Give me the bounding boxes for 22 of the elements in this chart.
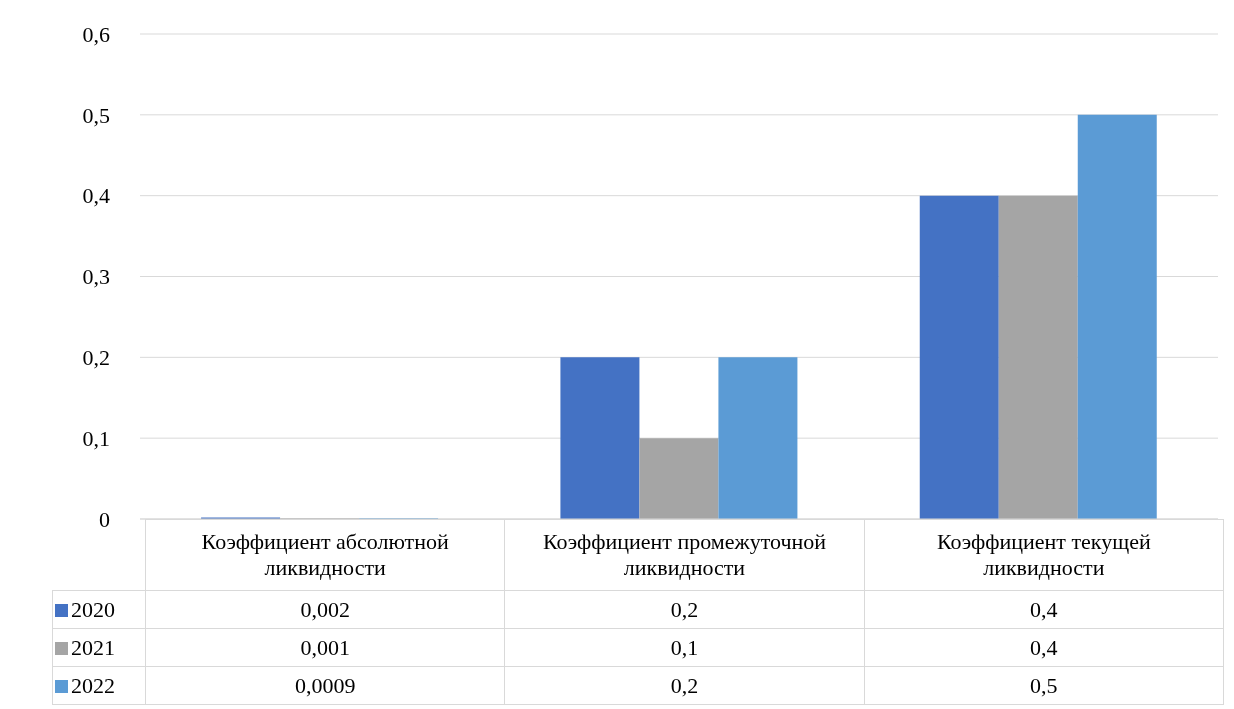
y-tick-label: 0,5	[82, 102, 110, 128]
data-label: 0,2	[504, 590, 865, 629]
legend-label: 2022	[52, 666, 146, 705]
data-label: 0,001	[145, 628, 505, 667]
data-label: 0,4	[864, 628, 1224, 667]
y-tick-label: 0,6	[82, 21, 110, 47]
y-tick-label: 0,3	[82, 264, 110, 290]
x-tick-label: Коэффициент текущей ликвидности	[864, 519, 1224, 591]
data-label: 0,4	[864, 590, 1224, 629]
y-tick-label: 0,2	[82, 345, 110, 371]
data-label: 0,002	[145, 590, 505, 629]
y-tick-label: 0,1	[82, 425, 110, 451]
data-label: 0,1	[504, 628, 865, 667]
x-tick-label: Коэффициент абсолютной ликвидности	[145, 519, 505, 591]
data-label: 0,5	[864, 666, 1224, 705]
y-tick-label: 0	[99, 506, 110, 532]
data-label: 0,2	[504, 666, 865, 705]
data-label: 0,0009	[145, 666, 505, 705]
legend-label: 2021	[52, 628, 146, 667]
legend-label: 2020	[52, 590, 146, 629]
x-tick-label: Коэффициент промежуточной ликвидности	[504, 519, 865, 591]
y-tick-label: 0,4	[82, 183, 110, 209]
